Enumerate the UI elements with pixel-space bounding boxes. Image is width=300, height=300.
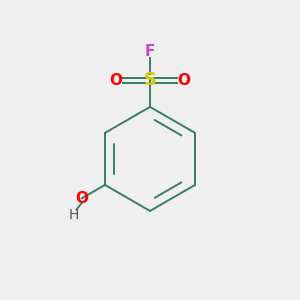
Text: H: H	[68, 208, 79, 222]
Text: O: O	[75, 191, 88, 206]
Text: O: O	[177, 73, 190, 88]
Text: F: F	[145, 44, 155, 59]
Text: O: O	[110, 73, 123, 88]
Text: S: S	[143, 71, 157, 89]
